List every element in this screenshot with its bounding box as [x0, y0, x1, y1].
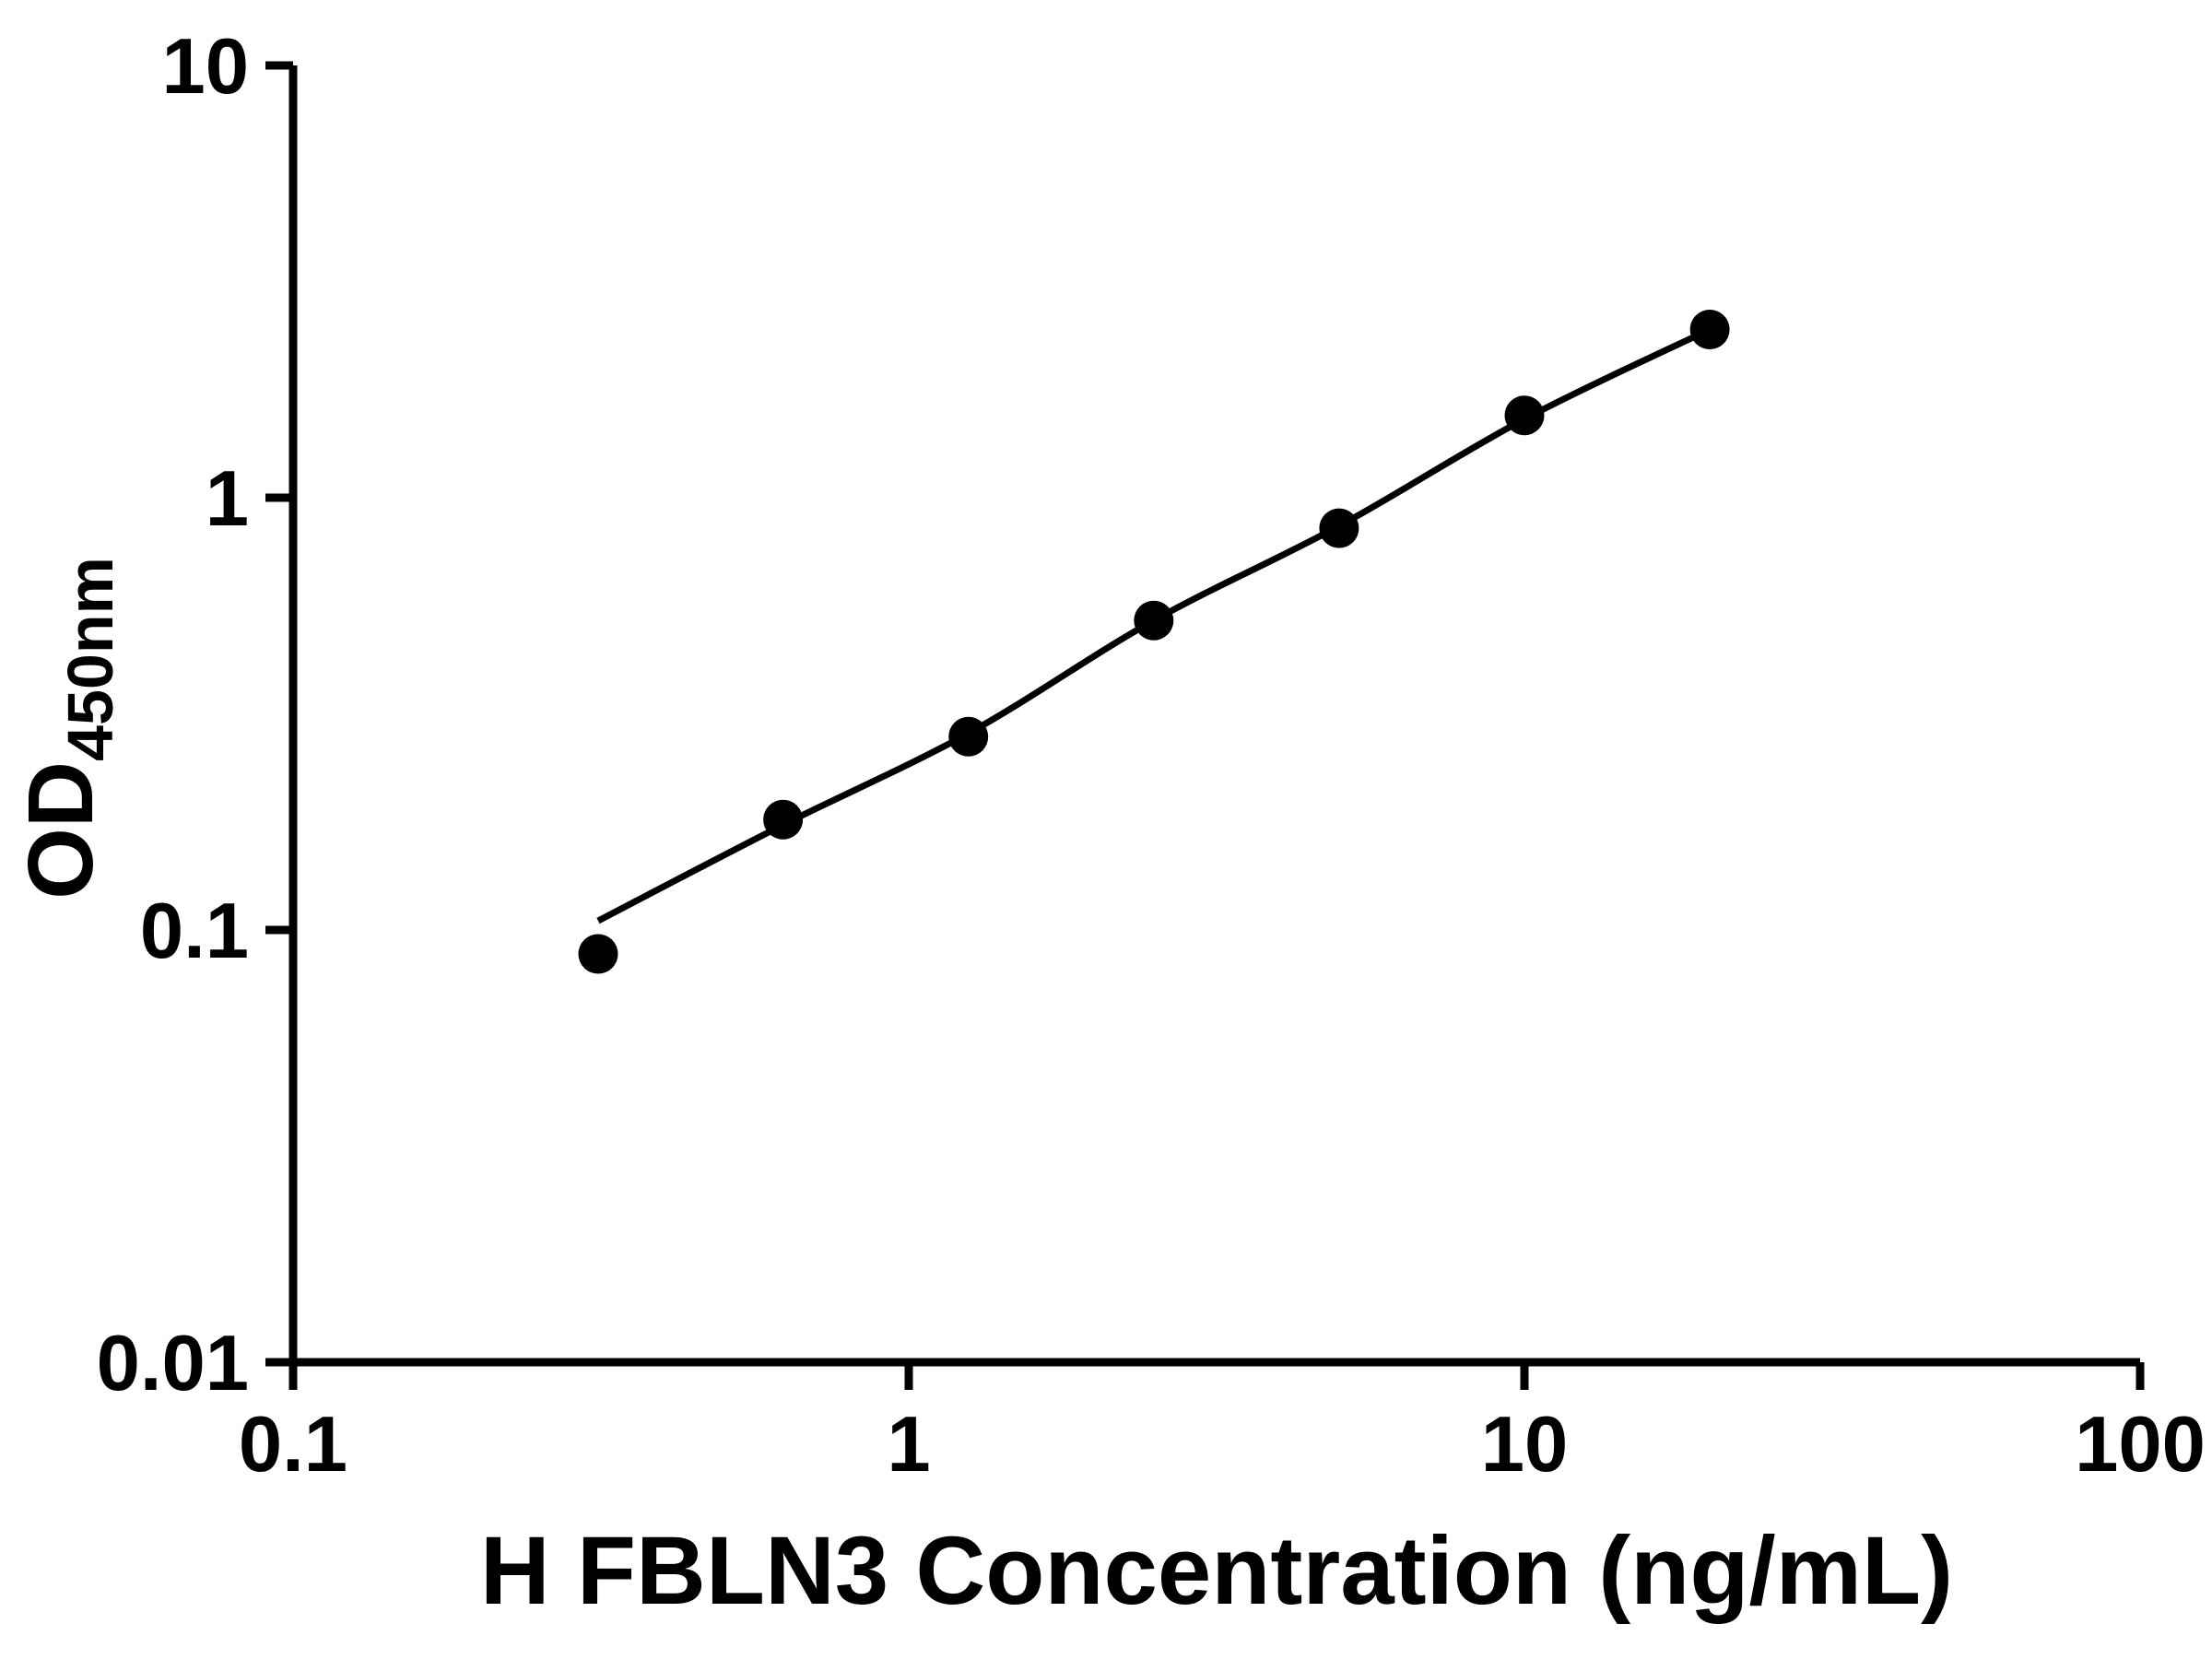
- y-axis-title-sub: 450nm: [54, 557, 126, 761]
- data-point-marker: [1689, 310, 1730, 349]
- data-point-marker: [578, 934, 618, 974]
- y-tick-label: 1: [206, 455, 249, 543]
- x-tick-label: 0.1: [239, 1401, 347, 1488]
- y-axis-title: OD450nm: [9, 557, 126, 900]
- data-point-marker: [1504, 395, 1545, 436]
- x-axis-title: H FBLN3 Concentration (ng/mL): [480, 1517, 1953, 1625]
- data-point-marker: [948, 716, 989, 757]
- data-point-marker: [1134, 600, 1174, 641]
- x-tick-label: 1: [887, 1401, 930, 1488]
- y-axis-title-main: OD: [9, 761, 112, 900]
- y-tick-label: 0.01: [97, 1320, 249, 1407]
- axes-spines: [288, 65, 2140, 1367]
- data-points: [578, 310, 1730, 974]
- axis-ticks: [265, 61, 2145, 1390]
- y-tick-label: 0.1: [140, 888, 249, 975]
- x-tick-label: 10: [1481, 1401, 1569, 1488]
- data-point-marker: [1319, 508, 1359, 548]
- data-point-marker: [763, 799, 804, 840]
- y-tick-label: 10: [161, 23, 249, 111]
- x-tick-label: 100: [2075, 1401, 2206, 1488]
